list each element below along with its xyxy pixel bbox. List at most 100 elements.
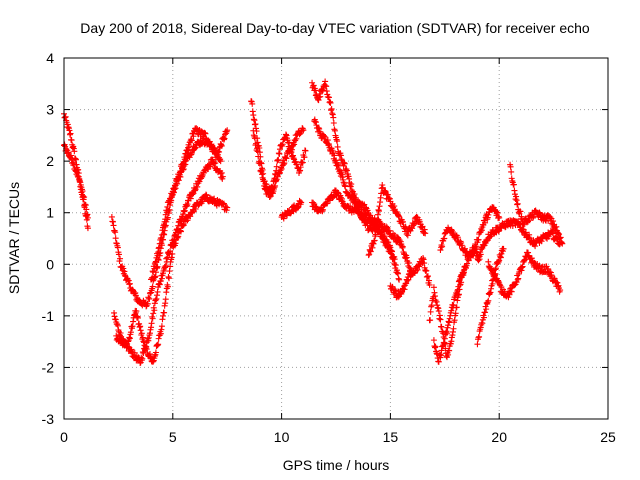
data-point — [392, 262, 399, 269]
series-arc-8 — [250, 127, 309, 197]
data-point — [330, 114, 337, 121]
data-point — [164, 283, 171, 290]
x-tick-label: 20 — [491, 429, 507, 445]
data-point — [255, 153, 262, 160]
series-arc-18 — [474, 217, 564, 262]
data-point — [482, 219, 489, 226]
series-arc-5 — [113, 191, 231, 365]
data-point — [190, 133, 197, 140]
data-point — [334, 138, 341, 145]
data-point — [387, 244, 394, 251]
data-point — [423, 267, 430, 274]
data-point — [302, 147, 309, 154]
data-point — [430, 337, 437, 344]
data-point — [275, 156, 282, 163]
y-tick-label: 0 — [46, 256, 54, 272]
data-point — [112, 229, 119, 236]
series-arc-9 — [278, 197, 305, 222]
data-point — [483, 306, 490, 313]
data-point — [395, 270, 402, 277]
data-point — [81, 194, 88, 201]
data-point — [169, 250, 176, 257]
data-point — [151, 307, 158, 314]
tick-labels: 0 5 10 15 20 25 -3 -2 -1 0 1 2 3 4 — [42, 50, 616, 445]
data-point — [426, 281, 433, 288]
y-tick-label: 1 — [46, 205, 54, 221]
data-point — [217, 158, 224, 165]
data-point — [162, 262, 169, 269]
x-tick-label: 0 — [60, 429, 68, 445]
data-point — [497, 282, 504, 289]
data-point — [550, 218, 557, 225]
data-point — [317, 93, 324, 100]
axis-ticks — [63, 57, 609, 420]
y-tick-label: 3 — [46, 102, 54, 118]
data-point — [120, 265, 127, 272]
data-point — [158, 323, 165, 330]
data-point — [514, 200, 521, 207]
data-point — [367, 248, 374, 255]
data-point — [138, 330, 145, 337]
data-point — [324, 137, 331, 144]
x-tick-label: 15 — [383, 429, 399, 445]
data-point — [139, 355, 146, 362]
data-point — [219, 173, 226, 180]
x-tick-label: 10 — [274, 429, 290, 445]
series-arc-20 — [485, 249, 564, 301]
data-point — [256, 160, 263, 167]
data-point — [218, 142, 225, 149]
series-arc-6 — [148, 134, 224, 283]
data-point — [508, 288, 515, 295]
data-point — [269, 184, 276, 191]
data-point — [146, 295, 153, 302]
data-point — [437, 316, 444, 323]
data-point — [297, 164, 304, 171]
data-point — [312, 87, 319, 94]
data-point — [177, 228, 184, 235]
data-point — [149, 315, 156, 322]
data-point — [254, 148, 261, 155]
data-point — [557, 287, 564, 294]
data-point — [343, 167, 350, 174]
data-point — [327, 99, 334, 106]
data-point — [427, 308, 434, 315]
data-point — [494, 209, 501, 216]
data-point — [507, 163, 514, 170]
data-point — [517, 208, 524, 215]
series-arc-17 — [437, 204, 503, 260]
plot-border — [63, 57, 609, 420]
data-point — [301, 154, 308, 161]
data-point — [67, 130, 74, 137]
data-point — [249, 100, 256, 107]
y-tick-label: -3 — [42, 411, 55, 427]
data-point — [207, 163, 214, 170]
data-point — [162, 296, 169, 303]
data-point — [70, 160, 77, 167]
data-point — [443, 330, 450, 337]
data-point — [161, 309, 168, 316]
data-point — [300, 127, 307, 134]
data-point — [251, 135, 258, 142]
data-point — [110, 222, 117, 229]
data-point — [500, 245, 507, 252]
data-point — [212, 160, 219, 167]
data-point — [342, 183, 349, 190]
data-point — [286, 140, 293, 147]
data-point — [399, 243, 406, 250]
x-axis-label: GPS time / hours — [283, 457, 390, 473]
data-point — [473, 243, 480, 250]
data-point — [508, 168, 515, 175]
data-point — [330, 119, 337, 126]
data-point — [165, 275, 172, 282]
data-point — [422, 230, 429, 237]
data-point — [522, 229, 529, 236]
data-point — [373, 225, 380, 232]
data-point — [148, 320, 155, 327]
data-point — [385, 239, 392, 246]
data-point — [506, 291, 513, 298]
data-point — [427, 317, 434, 324]
chart-title: Day 200 of 2018, Sidereal Day-to-day VTE… — [80, 20, 590, 36]
data-point — [278, 165, 285, 172]
